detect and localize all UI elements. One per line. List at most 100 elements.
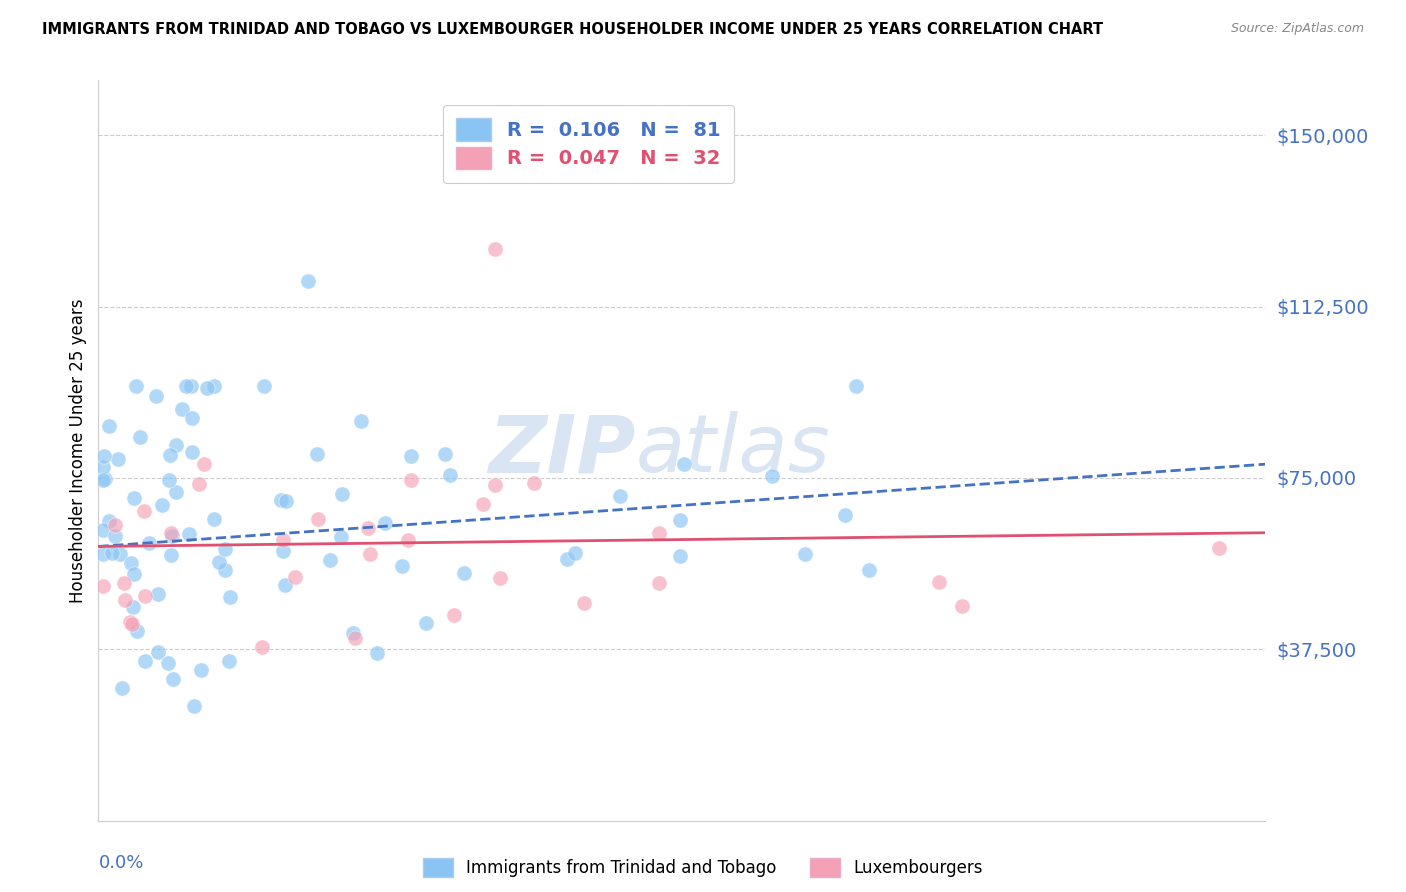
Point <box>1208 541 1230 556</box>
Point <box>672 457 695 471</box>
Point <box>555 551 578 566</box>
Point <box>439 467 461 482</box>
Point <box>214 542 236 557</box>
Point <box>489 570 512 584</box>
Point <box>180 379 202 393</box>
Point <box>208 555 231 569</box>
Point <box>125 379 148 393</box>
Point <box>270 492 292 507</box>
Point <box>647 525 669 540</box>
Point <box>523 475 546 490</box>
Point <box>159 526 181 541</box>
Point <box>180 444 202 458</box>
Text: ZIP: ZIP <box>488 411 636 490</box>
Point <box>274 578 297 592</box>
Point <box>180 411 202 425</box>
Point <box>332 487 354 501</box>
Point <box>202 379 225 393</box>
Point <box>174 379 197 393</box>
Point <box>150 498 173 512</box>
Point <box>305 447 328 461</box>
Point <box>443 608 465 623</box>
Point <box>110 547 132 561</box>
Point <box>114 593 136 607</box>
Point <box>297 274 319 288</box>
Point <box>415 616 437 631</box>
Point <box>484 477 506 491</box>
Point <box>98 419 121 434</box>
Point <box>145 389 167 403</box>
Point <box>101 546 124 560</box>
Point <box>120 615 142 630</box>
Point <box>202 512 225 526</box>
Point <box>187 477 209 491</box>
Point <box>183 699 205 714</box>
Point <box>214 563 236 577</box>
Point <box>399 449 422 463</box>
Point <box>156 656 179 670</box>
Point <box>172 402 194 417</box>
Point <box>91 460 114 475</box>
Point <box>271 544 294 558</box>
Point <box>834 508 856 523</box>
Point <box>564 546 586 560</box>
Point <box>165 438 187 452</box>
Point <box>359 547 381 561</box>
Point <box>193 457 215 471</box>
Point <box>93 449 115 463</box>
Point <box>111 681 134 695</box>
Y-axis label: Householder Income Under 25 years: Householder Income Under 25 years <box>69 298 87 603</box>
Point <box>761 469 783 483</box>
Point <box>134 589 156 603</box>
Point <box>307 512 329 526</box>
Point <box>344 631 367 645</box>
Point <box>120 556 142 570</box>
Point <box>127 624 149 638</box>
Point <box>284 570 307 584</box>
Point <box>253 379 276 393</box>
Point <box>148 645 170 659</box>
Point <box>91 547 114 561</box>
Point <box>177 527 200 541</box>
Point <box>366 646 388 660</box>
Point <box>647 576 669 591</box>
Point <box>97 514 120 528</box>
Point <box>396 533 419 548</box>
Point <box>129 430 152 444</box>
Point <box>138 536 160 550</box>
Point <box>103 517 125 532</box>
Text: 0.0%: 0.0% <box>98 854 143 872</box>
Point <box>845 379 868 393</box>
Point <box>218 654 240 668</box>
Point <box>93 472 115 486</box>
Point <box>793 548 815 562</box>
Text: atlas: atlas <box>636 411 830 490</box>
Point <box>91 473 114 487</box>
Point <box>146 587 169 601</box>
Point <box>271 533 294 548</box>
Point <box>858 563 880 577</box>
Text: Source: ZipAtlas.com: Source: ZipAtlas.com <box>1230 22 1364 36</box>
Point <box>112 575 135 590</box>
Point <box>134 654 156 668</box>
Point <box>157 473 180 487</box>
Point <box>329 530 352 544</box>
Point <box>453 566 475 580</box>
Point <box>159 448 181 462</box>
Point <box>350 414 373 428</box>
Point <box>950 599 973 613</box>
Point <box>104 529 127 543</box>
Point <box>669 512 692 526</box>
Point <box>471 497 494 511</box>
Point <box>160 529 183 543</box>
Point <box>122 599 145 614</box>
Point <box>107 452 129 467</box>
Point <box>433 447 456 461</box>
Text: IMMIGRANTS FROM TRINIDAD AND TOBAGO VS LUXEMBOURGER HOUSEHOLDER INCOME UNDER 25 : IMMIGRANTS FROM TRINIDAD AND TOBAGO VS L… <box>42 22 1104 37</box>
Point <box>165 484 187 499</box>
Point <box>342 626 364 640</box>
Point <box>190 663 212 677</box>
Point <box>572 596 595 610</box>
Point <box>91 579 114 593</box>
Point <box>669 549 692 563</box>
